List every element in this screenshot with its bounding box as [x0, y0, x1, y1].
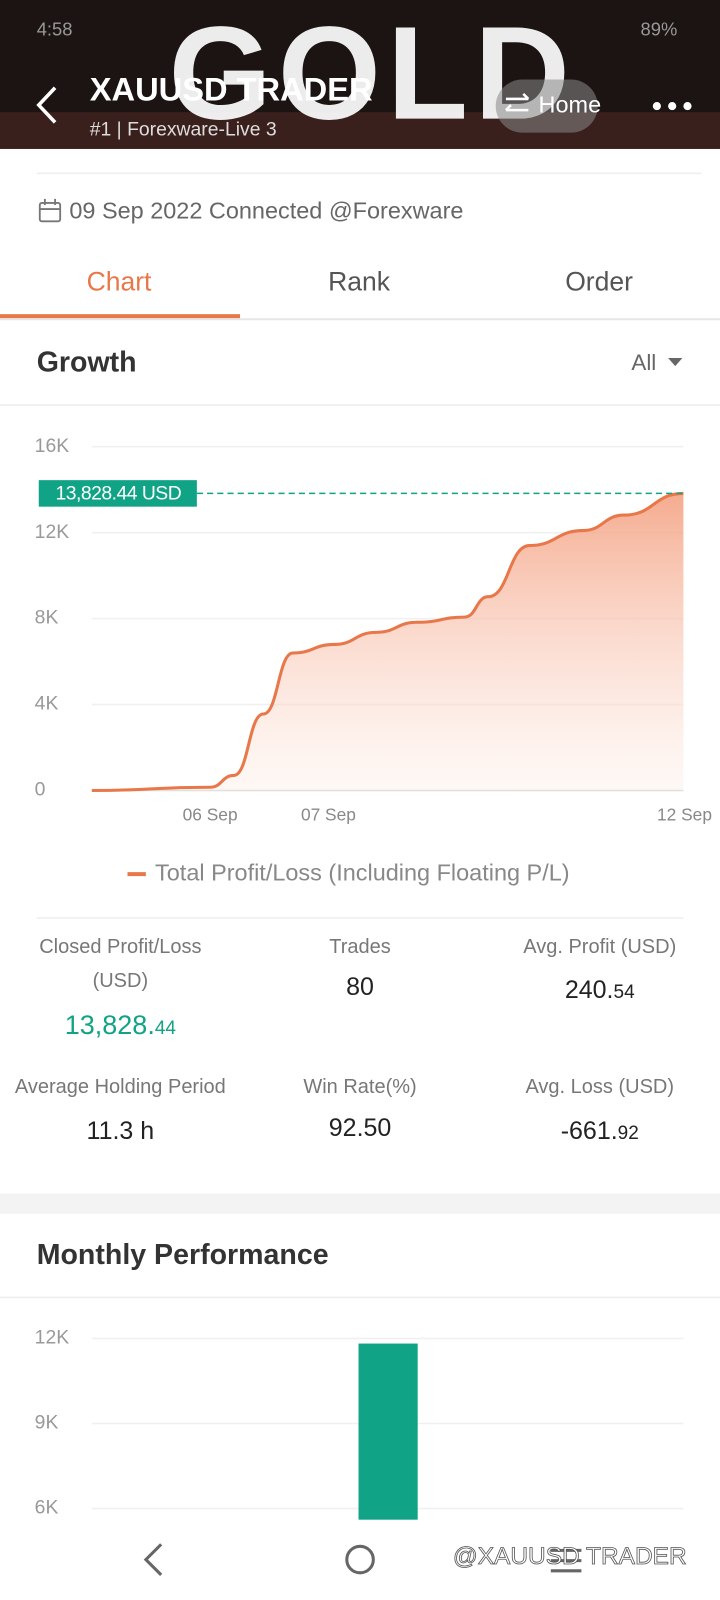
stat-label: Average Holding Period	[14, 1076, 226, 1099]
stat-value: 240.54	[564, 976, 635, 1005]
nav-home[interactable]	[345, 1544, 375, 1575]
section-title: Monthly Performance	[37, 1239, 329, 1271]
stat-value: 11.3 h	[86, 1117, 155, 1146]
connected-text: 09 Sep 2022 Connected @Forexware	[69, 197, 463, 223]
line	[91, 491, 684, 793]
filter-caret[interactable]	[668, 358, 683, 367]
header-title: XAUUSD TRADER	[90, 70, 373, 107]
status-battery: 89%	[641, 18, 678, 39]
home-button[interactable]: Home	[495, 79, 602, 133]
y-tick-label: 9K	[35, 1412, 59, 1434]
header-subtitle: #1 | Forexware-Live 3	[90, 119, 277, 141]
swap-icon	[505, 92, 530, 112]
x-tick-label: 06 Sep	[183, 805, 238, 825]
y-tick-label: 12K	[35, 521, 70, 543]
stat-value: 80	[346, 973, 374, 1002]
section-title: Growth	[37, 347, 137, 379]
calendar-icon	[38, 198, 62, 223]
y-tick-label: 0	[35, 779, 46, 801]
stat-label: Closed Profit/Loss (USD)	[39, 935, 202, 992]
bar	[358, 1343, 418, 1520]
home-pill	[495, 79, 598, 133]
nav-back[interactable]	[143, 1543, 163, 1576]
tab-indicator	[0, 314, 241, 319]
nav-bar	[0, 1519, 720, 1600]
stat-value: -661.92	[560, 1117, 639, 1146]
annotation-label: 13,828.44 USD	[55, 483, 181, 505]
y-tick-label: 6K	[35, 1497, 59, 1519]
header-shade	[0, 112, 720, 149]
annotation-badge	[38, 480, 197, 507]
stat-value: 13,828.44	[64, 1010, 176, 1041]
back-button[interactable]	[36, 86, 57, 124]
stat-label: Avg. Profit (USD)	[523, 935, 677, 958]
more-button[interactable]	[652, 102, 692, 111]
y-tick-label: 16K	[35, 435, 70, 457]
home-label: Home	[539, 91, 602, 117]
y-tick-label: 4K	[35, 693, 59, 715]
tab[interactable]: Rank	[328, 267, 391, 297]
stat-value: 92.50	[328, 1114, 392, 1143]
nav-recents[interactable]	[550, 1548, 582, 1573]
x-tick-label: 12 Sep	[657, 805, 712, 825]
stat-label: Trades	[329, 935, 391, 958]
area	[91, 493, 684, 791]
y-tick-label: 12K	[35, 1327, 70, 1349]
legend-label: Total Profit/Loss (Including Floating P/…	[155, 859, 570, 885]
tab[interactable]: Chart	[87, 267, 152, 297]
stat-label: Avg. Loss (USD)	[525, 1076, 675, 1099]
section-gap	[0, 1193, 720, 1214]
status-time: 4:58	[37, 18, 73, 39]
x-tick-label: 07 Sep	[301, 805, 356, 825]
y-tick-label: 8K	[35, 607, 59, 629]
watermark: @XAUUSD TRADER	[453, 1543, 687, 1570]
filter-label[interactable]: All	[631, 350, 656, 375]
tab[interactable]: Order	[565, 267, 633, 297]
stat-label: Win Rate(%)	[303, 1076, 417, 1099]
